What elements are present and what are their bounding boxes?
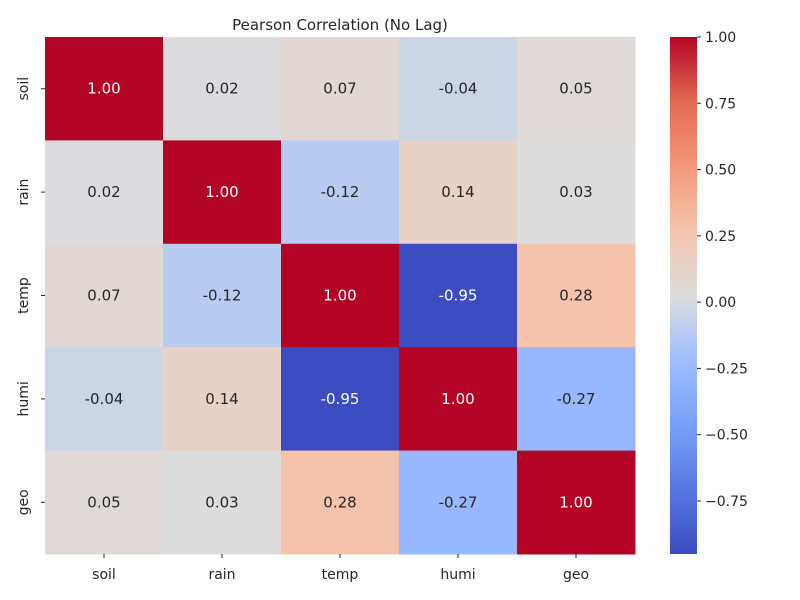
- x-tick-label: rain: [208, 567, 235, 583]
- chart-title: Pearson Correlation (No Lag): [232, 16, 448, 34]
- heatmap-cell: [281, 450, 400, 555]
- cell-value-label: 1.00: [559, 493, 592, 511]
- y-tick-label: soil: [16, 77, 32, 101]
- heatmap-cell: [45, 450, 164, 555]
- heatmap-cell: [399, 37, 518, 141]
- y-tick-label: humi: [16, 381, 32, 416]
- heatmap-cell: [281, 347, 400, 452]
- cell-value-label: 0.28: [559, 287, 592, 305]
- heatmap-cell: [45, 37, 164, 141]
- colorbar-tick-label: 0.25: [705, 229, 736, 245]
- colorbar-gradient: [670, 37, 697, 554]
- cell-value-label: 0.02: [205, 80, 238, 98]
- heatmap-cell: [163, 37, 282, 141]
- heatmap-cell: [163, 347, 282, 452]
- cell-value-label: 1.00: [441, 390, 474, 408]
- heatmap-cell: [163, 243, 282, 348]
- y-tick-label: rain: [16, 179, 32, 206]
- y-axis-ticks: soil rain temp humi geo: [16, 77, 45, 515]
- heatmap-cell: [517, 37, 636, 141]
- heatmap-cell: [163, 450, 282, 555]
- heatmap-cell: [45, 243, 164, 348]
- heatmap-cell: [517, 347, 636, 452]
- cell-value-label: -0.95: [439, 287, 478, 305]
- cell-value-label: 0.07: [323, 80, 356, 98]
- heatmap-cell: [281, 37, 400, 141]
- cell-value-label: 0.05: [87, 493, 120, 511]
- heatmap-cell: [399, 243, 518, 348]
- colorbar-tick-label: 0.75: [705, 96, 736, 112]
- heatmap-cell: [399, 450, 518, 555]
- heatmap-cell: [517, 140, 636, 245]
- heatmap-cell: [281, 140, 400, 245]
- cell-value-label: 1.00: [323, 287, 356, 305]
- cell-value-label: -0.27: [439, 493, 478, 511]
- heatmap-cell: [45, 140, 164, 245]
- cell-value-label: 0.03: [205, 493, 238, 511]
- cell-value-label: 0.14: [205, 390, 238, 408]
- cell-value-label: 0.07: [87, 287, 120, 305]
- colorbar-tick-label: 0.00: [705, 295, 736, 311]
- colorbar-tick-label: −0.50: [705, 428, 748, 444]
- cell-value-label: -0.95: [321, 390, 360, 408]
- cell-value-label: 0.05: [559, 80, 592, 98]
- heatmap-cell: [281, 243, 400, 348]
- colorbar-ticks: 1.00 0.75 0.50 0.25 0.00 −0.25 −0.50 −0.75: [697, 30, 748, 510]
- cell-value-label: -0.12: [321, 183, 360, 201]
- x-tick-label: geo: [563, 567, 589, 583]
- heatmap-cell: [517, 450, 636, 555]
- cell-value-label: -0.04: [439, 80, 478, 98]
- colorbar: 1.00 0.75 0.50 0.25 0.00 −0.25 −0.50 −0.75: [670, 30, 748, 554]
- heatmap-cells: 1.00 0.02 0.07 -0.04 0.05 0.02 1.00 -0.12 0.14 0.…: [45, 37, 636, 555]
- y-tick-label: geo: [16, 489, 32, 515]
- heatmap-cell: [163, 140, 282, 245]
- cell-value-label: 0.02: [87, 183, 120, 201]
- colorbar-tick-label: 0.50: [705, 163, 736, 179]
- x-tick-label: soil: [92, 567, 116, 583]
- cell-value-label: 0.14: [441, 183, 474, 201]
- cell-value-label: -0.27: [557, 390, 596, 408]
- cell-value-label: -0.04: [85, 390, 124, 408]
- x-tick-label: humi: [440, 567, 475, 583]
- colorbar-tick-label: −0.25: [705, 361, 748, 377]
- x-tick-label: temp: [322, 567, 359, 583]
- heatmap-cell: [45, 347, 164, 452]
- y-tick-label: temp: [16, 277, 32, 314]
- colorbar-tick-label: −0.75: [705, 494, 748, 510]
- x-axis-ticks: soil rain temp humi geo: [92, 554, 589, 583]
- cell-value-label: 1.00: [205, 183, 238, 201]
- heatmap-cell: [517, 243, 636, 348]
- heatmap-cell: [399, 140, 518, 245]
- colorbar-tick-label: 1.00: [705, 30, 736, 46]
- heatmap-cell: [399, 347, 518, 452]
- cell-value-label: 0.28: [323, 493, 356, 511]
- cell-value-label: 1.00: [87, 80, 120, 98]
- cell-value-label: -0.12: [203, 287, 242, 305]
- cell-value-label: 0.03: [559, 183, 592, 201]
